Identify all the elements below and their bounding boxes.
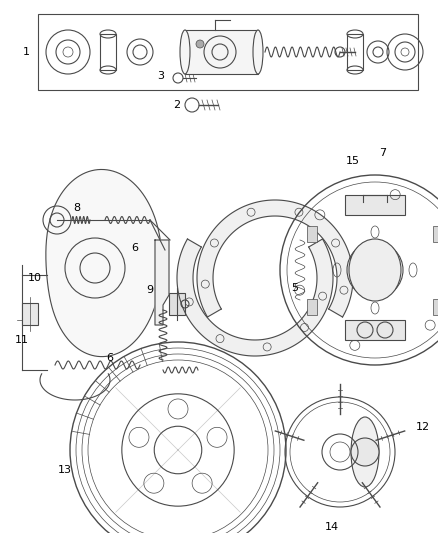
Bar — [100, 34, 116, 70]
Text: 9: 9 — [146, 285, 154, 295]
Text: 6: 6 — [106, 353, 113, 363]
Ellipse shape — [180, 30, 190, 74]
Text: 6: 6 — [131, 243, 138, 253]
Text: 2: 2 — [173, 100, 180, 110]
Bar — [347, 34, 363, 70]
Circle shape — [196, 40, 204, 48]
Ellipse shape — [349, 239, 401, 301]
Polygon shape — [177, 239, 333, 356]
Text: 3: 3 — [158, 71, 165, 81]
Bar — [169, 293, 185, 315]
Bar — [433, 298, 438, 314]
Text: 8: 8 — [74, 203, 81, 213]
Bar — [22, 303, 38, 325]
Bar — [345, 195, 405, 215]
Polygon shape — [197, 200, 353, 317]
Bar — [38, 14, 418, 90]
Circle shape — [351, 438, 379, 466]
Bar — [307, 225, 317, 241]
Text: 15: 15 — [346, 156, 360, 166]
Text: 14: 14 — [325, 522, 339, 532]
Ellipse shape — [351, 417, 379, 487]
Text: 12: 12 — [416, 422, 430, 432]
Bar — [345, 320, 405, 340]
Polygon shape — [46, 169, 162, 357]
Text: 10: 10 — [28, 273, 42, 283]
Text: 13: 13 — [58, 465, 72, 475]
Ellipse shape — [253, 30, 263, 74]
Bar — [185, 30, 258, 74]
Bar — [307, 298, 317, 314]
Text: 7: 7 — [379, 148, 387, 158]
Text: 1: 1 — [22, 47, 29, 57]
Text: 5: 5 — [292, 283, 299, 293]
Bar — [433, 225, 438, 241]
Polygon shape — [155, 240, 169, 325]
Text: 11: 11 — [15, 335, 29, 345]
